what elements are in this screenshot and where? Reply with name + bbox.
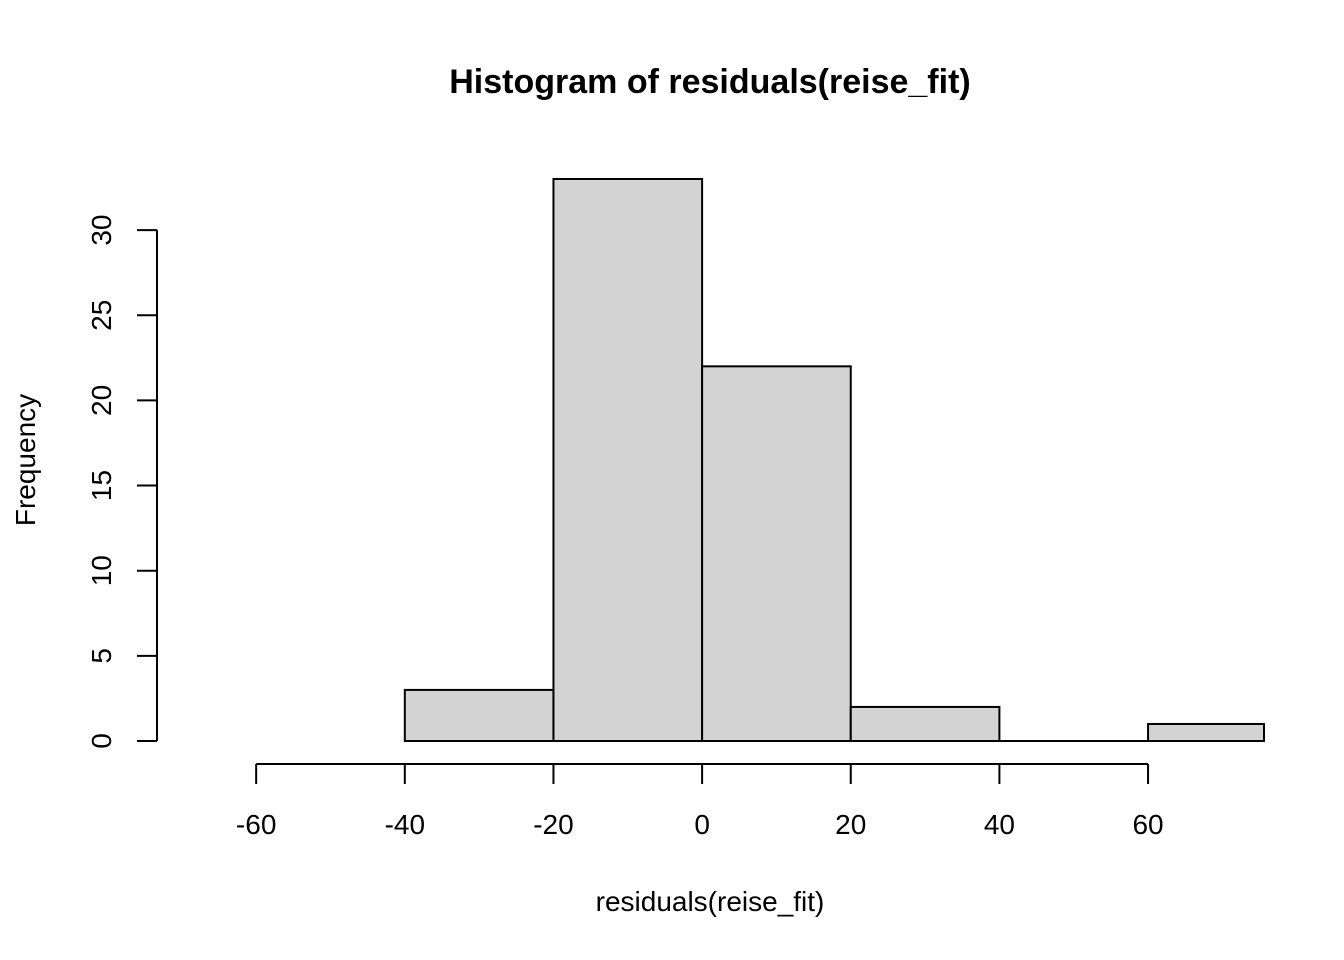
y-tick-label: 10 [86,555,117,586]
y-tick-label: 20 [86,385,117,416]
chart-title: Histogram of residuals(reise_fit) [449,63,970,101]
y-axis-label: Frequency [10,394,41,526]
histogram-bar [552,178,704,742]
x-axis: -60 -40 -20 0 20 40 60 [236,763,1164,840]
histogram-bar [849,705,1001,742]
y-tick-label: 15 [86,470,117,501]
x-tick-label: 60 [1132,809,1163,840]
x-tick-label: -40 [385,809,425,840]
y-axis-ticks: 0 5 10 15 20 25 30 [86,215,157,749]
x-tick-label: -20 [533,809,573,840]
x-tick-label: 0 [694,809,710,840]
x-axis-ticks: -60 -40 -20 0 20 40 60 [236,764,1164,840]
y-tick-label: 30 [86,215,117,246]
x-axis-label: residuals(reise_fit) [596,886,825,917]
histogram-bar [701,365,852,742]
histogram-bar [403,688,555,743]
y-axis: 0 5 10 15 20 25 30 [86,215,158,749]
x-tick-label: 20 [835,809,866,840]
y-tick-label: 5 [86,648,117,664]
y-tick-label: 0 [86,733,117,749]
y-tick-label: 25 [86,300,117,331]
histogram-bar [1147,722,1266,743]
histogram-bars [403,178,1266,743]
x-tick-label: -60 [236,809,276,840]
x-tick-label: 40 [984,809,1015,840]
